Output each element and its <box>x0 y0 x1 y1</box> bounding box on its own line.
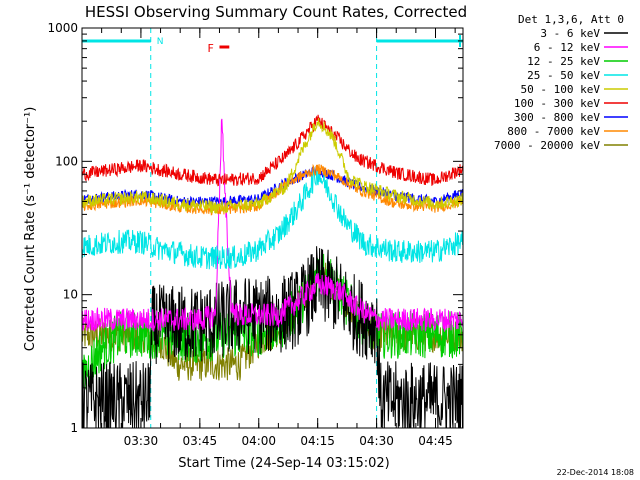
series-line <box>81 166 464 270</box>
legend-label: 25 - 50 keV <box>527 69 600 82</box>
legend-label: 100 - 300 keV <box>514 97 600 110</box>
y-tick-label: 100 <box>55 154 78 168</box>
footer-date-stamp: 22-Dec-2014 18:08 <box>557 468 634 477</box>
series-line <box>81 114 464 187</box>
flare-marker: F <box>207 42 230 55</box>
legend-label: 6 - 12 keV <box>534 41 601 54</box>
legend-label: 50 - 100 keV <box>521 83 601 96</box>
chart-title: HESSI Observing Summary Count Rates, Cor… <box>85 3 467 21</box>
x-tick-label: 04:45 <box>418 434 453 448</box>
series-line <box>81 246 464 429</box>
x-tick-label: 04:15 <box>300 434 335 448</box>
plot-frame <box>81 27 464 429</box>
series-lines <box>81 114 464 429</box>
y-axis-ticks: 1 10 100 1000 <box>47 21 463 435</box>
x-tick-label: 04:00 <box>241 434 276 448</box>
x-axis-label: Start Time (24-Sep-14 03:15:02) <box>178 456 389 471</box>
x-axis-ticks: 03:30 03:45 04:00 04:15 04:30 04:45 <box>81 28 456 448</box>
legend-header: Det 1,3,6, Att 0 <box>518 13 624 26</box>
y-tick-label: 1000 <box>47 21 78 35</box>
y-axis-label: Corrected Count Rate (s⁻¹ detector⁻¹) <box>23 107 38 352</box>
x-tick-label: 03:45 <box>183 434 218 448</box>
legend-label: 800 - 7000 keV <box>507 125 600 138</box>
flare-label: F <box>207 42 213 55</box>
night-label: N <box>157 37 164 47</box>
legend-label: 12 - 25 keV <box>527 55 600 68</box>
x-tick-label: 04:30 <box>359 434 394 448</box>
legend-label: 300 - 800 keV <box>514 111 600 124</box>
y-tick-label: 1 <box>70 421 78 435</box>
legend-label: 7000 - 20000 keV <box>494 139 600 152</box>
y-tick-label: 10 <box>63 288 78 302</box>
legend-label: 3 - 6 keV <box>540 27 600 40</box>
series-line <box>81 118 464 214</box>
x-tick-label: 03:30 <box>124 434 159 448</box>
series-line <box>81 118 464 333</box>
